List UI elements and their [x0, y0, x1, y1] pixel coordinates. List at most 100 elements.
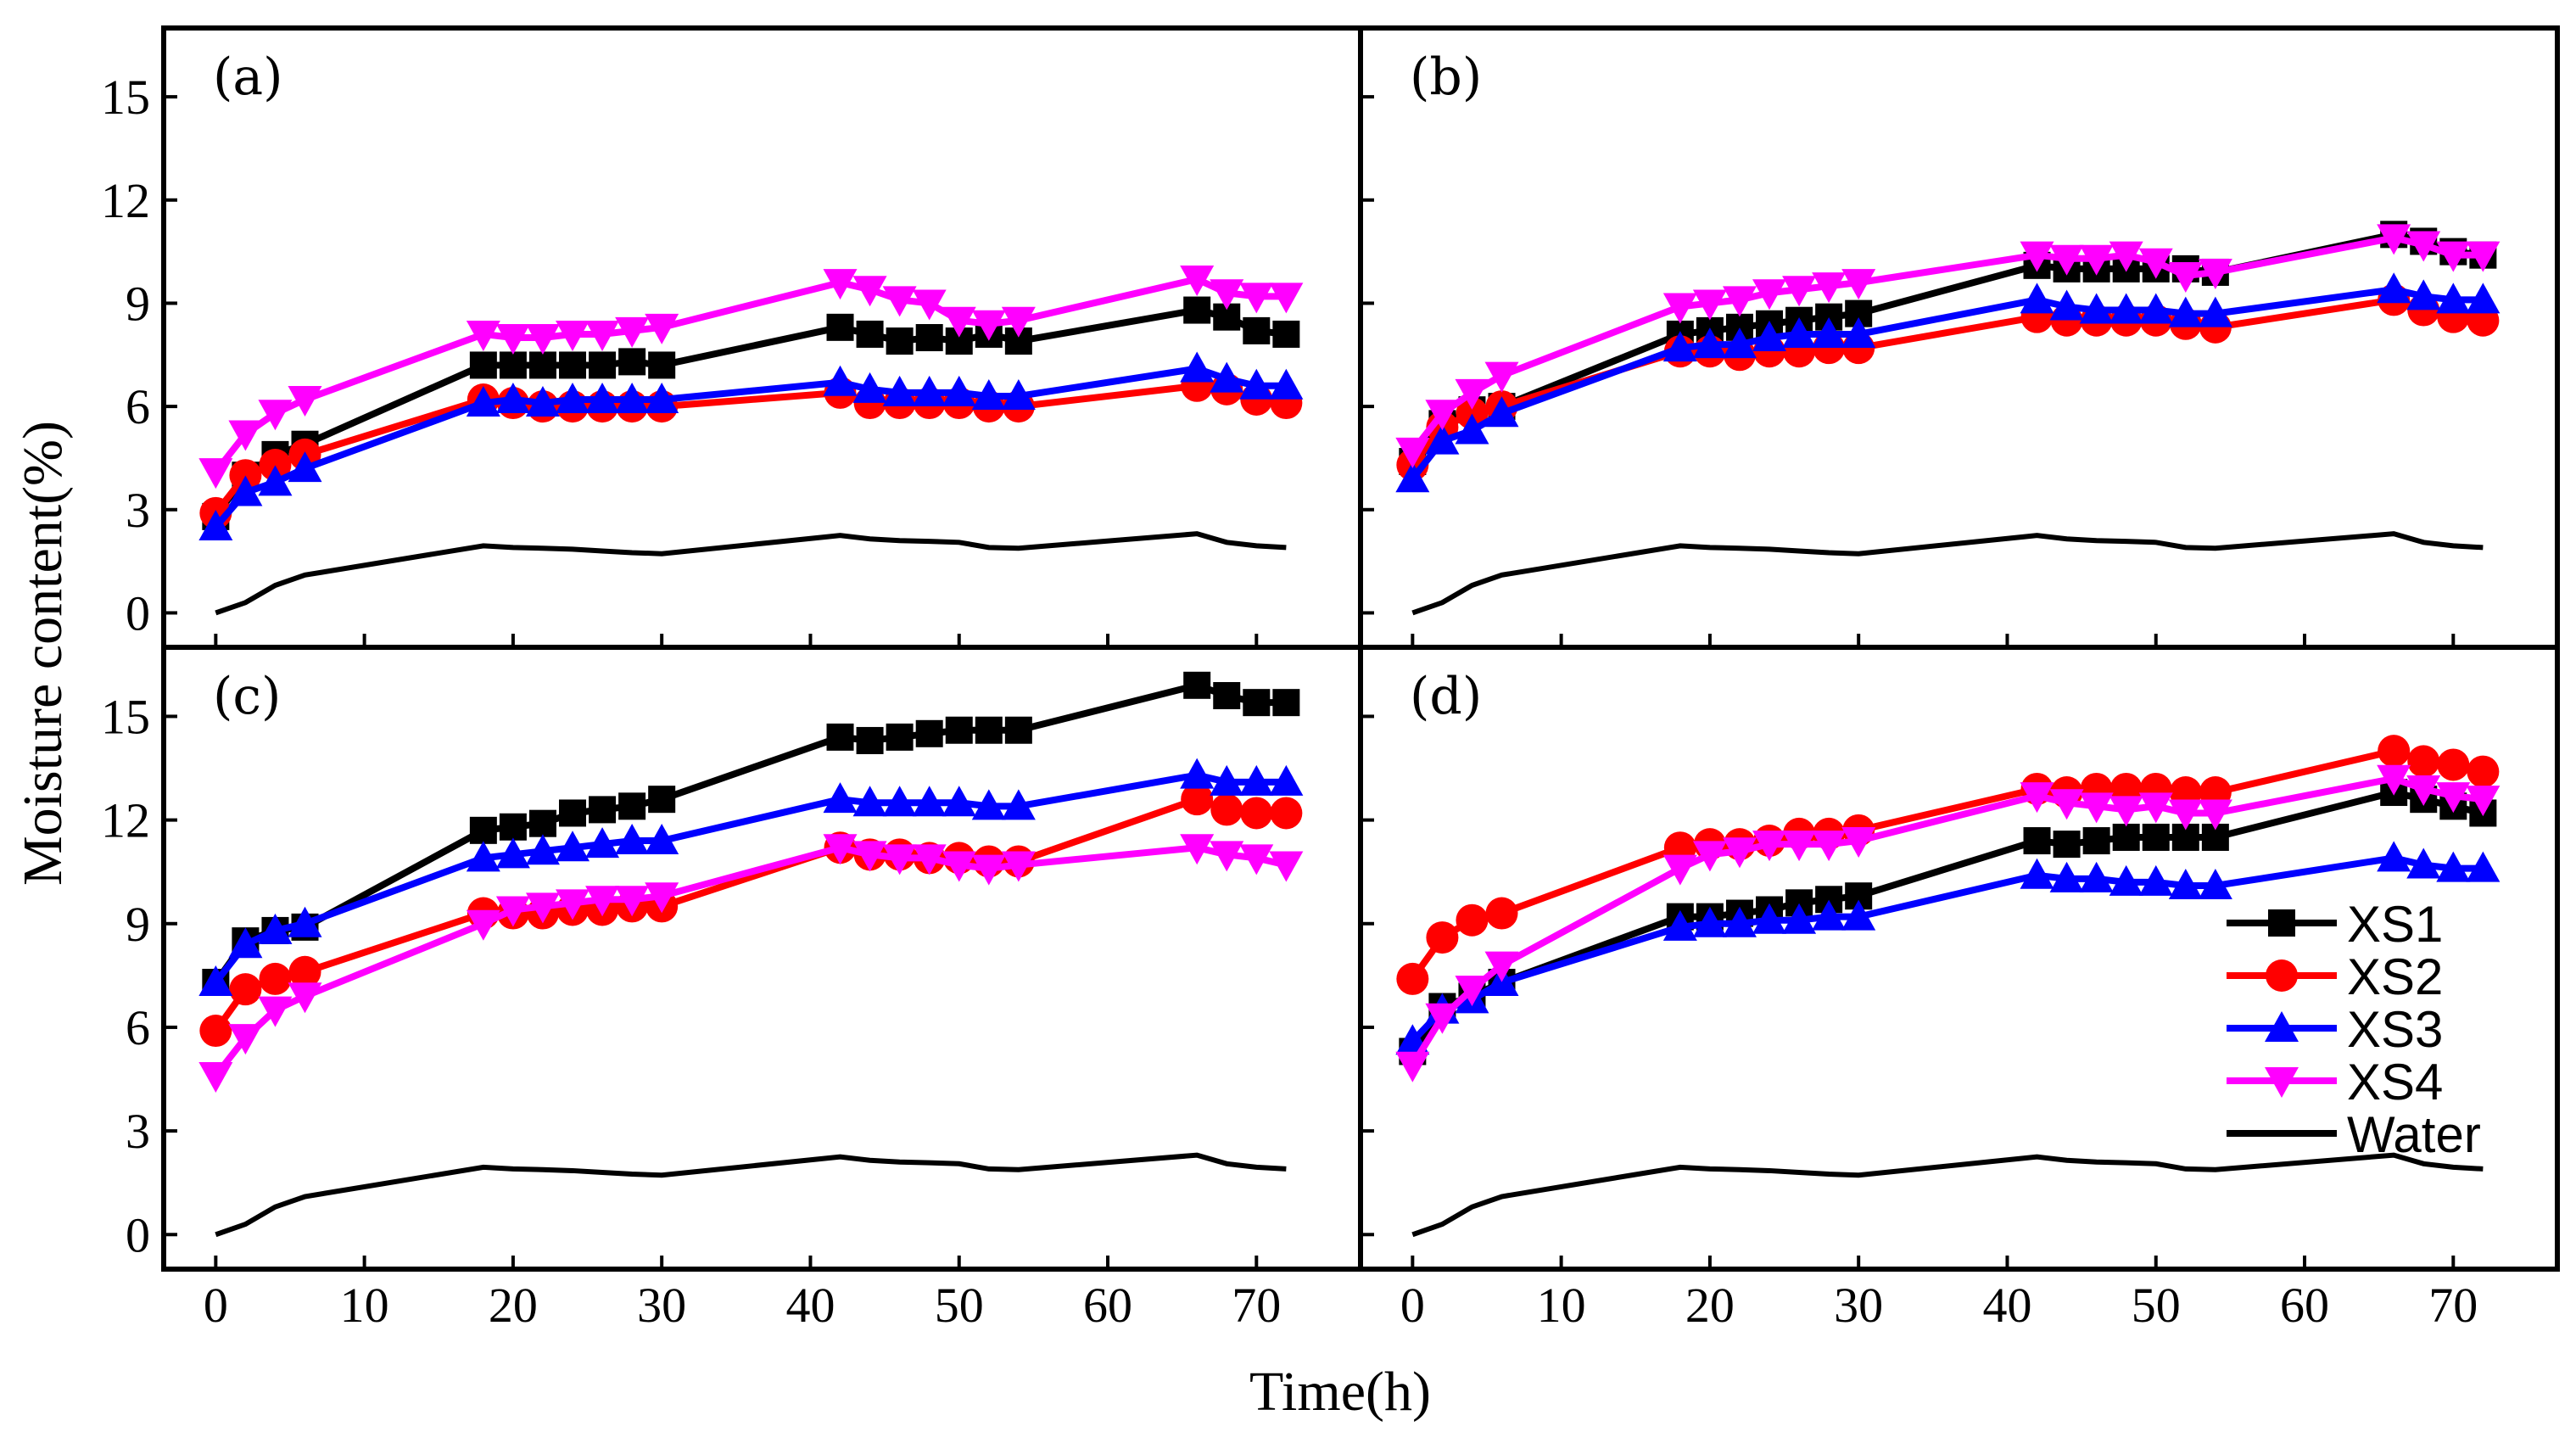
series-line-water-c — [215, 1152, 1287, 1238]
point-xs3-b-9 — [1812, 316, 1847, 348]
point-xs4-c-12 — [852, 841, 887, 872]
point-xs3-c-4 — [466, 841, 500, 872]
point-xs3-c-21 — [1269, 764, 1304, 796]
series-line-xs4-d — [1409, 775, 2484, 1067]
point-xs4-b-5 — [1692, 289, 1727, 321]
point-xs3-a-9 — [615, 383, 650, 413]
point-xs1-d-15 — [2142, 823, 2170, 851]
point-xs1-c-12 — [856, 726, 884, 754]
point-xs4-a-8 — [585, 320, 620, 351]
point-xs4-c-8 — [585, 886, 620, 917]
point-xs3-d-20 — [2436, 851, 2471, 882]
markers-xs1-b — [1399, 221, 2497, 475]
point-xs2-d-21 — [2467, 755, 2500, 788]
y-tick-label-6: 6 — [126, 1000, 150, 1055]
point-xs2-c-20 — [1240, 797, 1273, 830]
point-xs2-d-3 — [1485, 897, 1518, 930]
markers-xs4-d — [1395, 764, 2501, 1082]
series-line-xs2-d — [1410, 747, 2484, 982]
legend-label-xs2: XS2 — [2347, 948, 2443, 1005]
point-xs4-c-1 — [228, 1024, 263, 1055]
point-xs2-d-20 — [2437, 748, 2470, 781]
point-xs1-a-4 — [469, 351, 497, 379]
point-xs3-a-4 — [466, 386, 500, 417]
point-xs1-a-14 — [915, 324, 943, 351]
point-xs3-a-18 — [1180, 351, 1215, 383]
point-xs3-d-13 — [2079, 861, 2114, 892]
panel-label-d: (d) — [1410, 667, 1482, 726]
point-xs1-a-6 — [528, 351, 556, 379]
point-xs4-d-17 — [2198, 799, 2232, 831]
point-xs2-c-0 — [199, 1015, 232, 1048]
point-xs4-a-19 — [1210, 279, 1244, 310]
point-xs3-b-16 — [2168, 296, 2203, 327]
point-xs2-d-0 — [1396, 962, 1429, 995]
point-xs4-c-11 — [823, 834, 858, 865]
point-xs4-b-13 — [2079, 244, 2114, 276]
point-xs4-b-11 — [2020, 241, 2054, 272]
y-tick-label-3: 3 — [126, 483, 150, 538]
point-xs3-b-5 — [1692, 327, 1727, 359]
point-xs3-b-13 — [2079, 293, 2114, 324]
point-xs4-c-15 — [942, 851, 976, 882]
point-xs3-d-17 — [2198, 868, 2232, 899]
point-xs1-c-13 — [886, 723, 914, 751]
point-xs3-c-9 — [615, 824, 650, 855]
point-xs3-c-13 — [882, 786, 917, 817]
point-xs4-b-2 — [1455, 378, 1489, 410]
point-xs3-d-18 — [2377, 841, 2411, 872]
point-xs3-a-14 — [912, 375, 947, 406]
point-xs4-c-10 — [645, 882, 679, 914]
markers-xs3-a — [198, 351, 1304, 541]
point-xs3-b-7 — [1752, 321, 1787, 351]
point-xs4-b-4 — [1662, 293, 1697, 324]
point-xs4-b-9 — [1812, 272, 1847, 304]
point-xs4-d-16 — [2168, 799, 2203, 831]
chart-panels: (a) (b) (c) (d) — [198, 48, 2501, 1238]
point-xs2-c-2 — [259, 962, 292, 995]
panel-frame-3 — [1358, 645, 2560, 1272]
point-xs4-a-5 — [495, 324, 530, 355]
point-xs3-b-19 — [2406, 279, 2441, 310]
point-xs3-c-17 — [1001, 789, 1036, 820]
point-xs3-a-12 — [852, 372, 887, 403]
series-line-xs4-b — [1410, 234, 2484, 454]
point-xs3-c-10 — [645, 824, 679, 855]
panel-c: (c) — [198, 667, 1304, 1238]
point-xs4-a-3 — [288, 386, 322, 417]
series-line-water-d — [1411, 1152, 2484, 1238]
point-xs4-a-7 — [556, 320, 590, 351]
series-line-xs3-a — [213, 365, 1287, 529]
point-xs1-c-4 — [469, 816, 497, 844]
point-xs4-d-15 — [2138, 792, 2173, 824]
legend-label-xs3: XS3 — [2347, 1001, 2443, 1058]
point-xs1-a-5 — [499, 351, 527, 379]
point-xs3-c-19 — [1210, 764, 1244, 796]
point-xs4-b-12 — [2049, 244, 2084, 276]
point-xs1-c-7 — [559, 799, 587, 827]
point-xs4-d-10 — [1841, 827, 1876, 859]
point-xs4-a-12 — [852, 276, 887, 307]
point-xs4-c-2 — [258, 996, 293, 1027]
point-xs4-a-17 — [1001, 306, 1036, 338]
point-xs3-c-2 — [258, 913, 293, 944]
point-xs3-b-12 — [2049, 289, 2084, 321]
y-tick-label-0: 0 — [126, 1207, 150, 1262]
series-line-xs4-c — [213, 844, 1288, 1078]
point-xs1-a-12 — [856, 320, 884, 348]
point-xs4-b-0 — [1395, 437, 1430, 468]
point-xs3-b-18 — [2377, 272, 2411, 304]
point-xs4-b-15 — [2138, 248, 2173, 279]
point-xs4-b-3 — [1484, 361, 1519, 393]
point-xs4-d-1 — [1425, 1003, 1460, 1034]
point-xs3-c-12 — [852, 786, 887, 817]
point-xs3-d-14 — [2109, 864, 2143, 896]
point-xs4-c-9 — [615, 886, 650, 917]
panel-label-a: (a) — [213, 48, 283, 107]
point-xs2-c-18 — [1181, 783, 1214, 816]
point-xs4-c-4 — [466, 909, 500, 941]
point-xs1-c-10 — [648, 786, 676, 814]
point-xs4-c-5 — [495, 896, 530, 927]
point-xs4-d-7 — [1752, 831, 1787, 862]
